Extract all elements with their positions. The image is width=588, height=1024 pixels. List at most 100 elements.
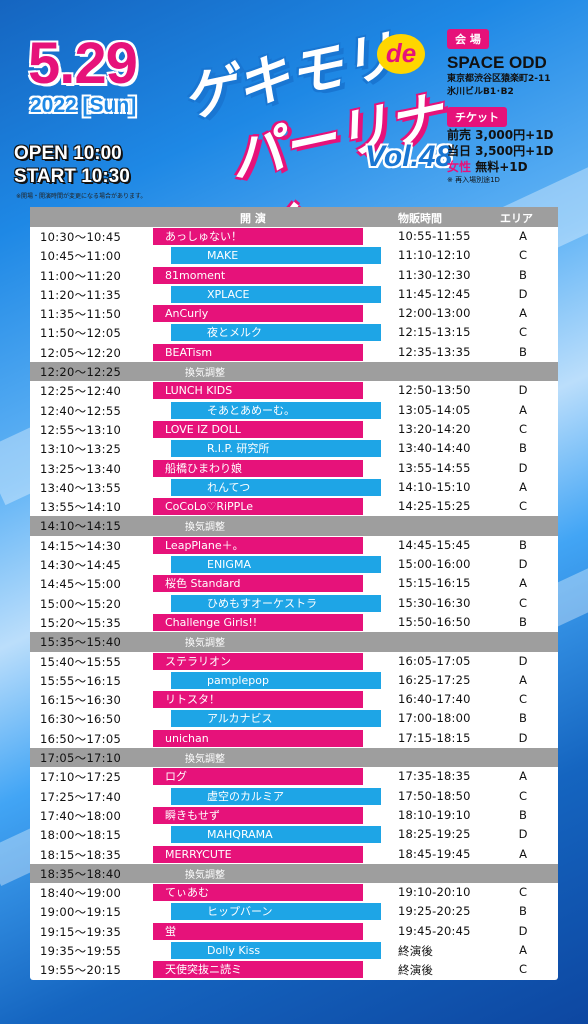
table-row: 12:55～13:10 LOVE IZ DOLL 13:20-14:20 C xyxy=(30,420,558,439)
table-row: 15:20～15:35 Challenge Girls!! 15:50-16:50 B xyxy=(30,613,558,632)
area-letter: A xyxy=(519,846,527,861)
table-row: 19:00～19:15 ヒップバーン 19:25-20:25 B xyxy=(30,902,558,921)
area-letter: C xyxy=(518,962,528,977)
table-row: 10:45～11:00 MAKE 11:10-12:10 C xyxy=(30,246,558,265)
performer-name: 天使突抜ニ読ミ xyxy=(153,961,363,979)
table-row: 15:55～16:15 pamplepop 16:25-17:25 A xyxy=(30,671,558,690)
performer-name: pamplepop xyxy=(171,671,381,689)
table-row: 14:45～15:00 桜色 Standard 15:15-16:15 A xyxy=(30,574,558,593)
row-time: 17:40～18:00 xyxy=(40,808,122,823)
area-letter: D xyxy=(518,460,528,475)
merch-time: 14:25-15:25 xyxy=(398,499,471,514)
merch-time: 16:40-17:40 xyxy=(398,692,471,707)
table-row: 12:40～12:55 そあとあめーむ。 13:05-14:05 A xyxy=(30,401,558,420)
merch-time: 11:10-12:10 xyxy=(398,248,471,263)
performer-name: CoCoLo♡RiPPLe xyxy=(153,498,363,516)
break-row: 14:10～14:15 換気調整 xyxy=(30,516,558,536)
row-time: 19:35～19:55 xyxy=(40,943,122,958)
area-letter: C xyxy=(518,248,528,263)
table-row: 19:35～19:55 Dolly Kiss 終演後 A xyxy=(30,941,558,960)
merch-time: 19:10-20:10 xyxy=(398,885,471,900)
area-letter: D xyxy=(518,923,528,938)
area-letter: A xyxy=(519,672,527,687)
performer-name: Dolly Kiss xyxy=(171,941,381,959)
merch-time: 13:05-14:05 xyxy=(398,402,471,417)
area-letter: B xyxy=(519,807,527,822)
row-time: 18:00～18:15 xyxy=(40,828,122,843)
break-label: 換気調整 xyxy=(185,638,225,650)
break-label: 換気調整 xyxy=(185,754,225,766)
performer-name: ヒップバーン xyxy=(171,903,381,921)
merch-time: 14:10-15:10 xyxy=(398,479,471,494)
performer-name: LOVE IZ DOLL xyxy=(153,420,363,438)
row-time: 15:40～15:55 xyxy=(40,654,122,669)
row-time: 11:50～12:05 xyxy=(40,326,122,341)
row-time: 19:00～19:15 xyxy=(40,905,122,920)
merch-time: 12:15-13:15 xyxy=(398,325,471,340)
door-price: 当日 3,500円+1D xyxy=(447,144,554,158)
area-letter: A xyxy=(519,576,527,591)
table-row: 12:25～12:40 LUNCH KIDS 12:50-13:50 D xyxy=(30,381,558,400)
table-row: 15:00～15:20 ひめもすオーケストラ 15:30-16:30 C xyxy=(30,594,558,613)
performer-name: Challenge Girls!! xyxy=(153,613,363,631)
table-row: 18:00～18:15 MAHQRAMA 18:25-19:25 D xyxy=(30,825,558,844)
row-time: 14:45～15:00 xyxy=(40,577,122,592)
performer-name: AnCurly xyxy=(153,305,363,323)
table-row: 14:15～14:30 LeapPlane＋。 14:45-15:45 B xyxy=(30,536,558,555)
row-time: 19:15～19:35 xyxy=(40,924,122,939)
area-letter: A xyxy=(519,229,527,243)
table-row: 11:50～12:05 夜とメルク 12:15-13:15 C xyxy=(30,323,558,342)
row-time: 10:45～11:00 xyxy=(40,249,122,264)
merch-time: 13:55-14:55 xyxy=(398,460,471,475)
merch-time: 19:45-20:45 xyxy=(398,923,471,938)
row-time: 18:15～18:35 xyxy=(40,847,122,862)
row-time: 15:55～16:15 xyxy=(40,673,122,688)
performer-name: XPLACE xyxy=(171,285,381,303)
venue-address-1: 東京都渋谷区猿楽町2-11 xyxy=(447,74,551,84)
col-merch-time: 物販時間 xyxy=(398,212,442,225)
table-row: 10:30～10:45 あっしゅない！ 10:55-11:55 A xyxy=(30,227,558,246)
row-time: 15:20～15:35 xyxy=(40,615,122,630)
merch-time: 19:25-20:25 xyxy=(398,904,471,919)
women-price: 女性 無料+1D xyxy=(447,159,585,175)
area-letter: B xyxy=(519,267,527,282)
performer-name: あっしゅない！ xyxy=(153,228,363,245)
area-letter: D xyxy=(518,557,528,572)
row-time: 12:55～13:10 xyxy=(40,422,122,437)
merch-time: 12:35-13:35 xyxy=(398,344,471,359)
time-change-note: ※開場・開演時間が変更になる場合があります。 xyxy=(16,193,147,200)
merch-time: 18:45-19:45 xyxy=(398,846,471,861)
area-letter: C xyxy=(518,885,528,900)
ticket-tag: チケット xyxy=(447,107,507,127)
performer-name: 虚空のカルミア xyxy=(171,787,381,805)
performer-name: LeapPlane＋。 xyxy=(153,536,363,554)
row-time: 19:55～20:15 xyxy=(40,963,122,978)
performer-name: れんてつ xyxy=(171,478,381,496)
row-time: 11:20～11:35 xyxy=(40,287,122,302)
merch-time: 16:05-17:05 xyxy=(398,653,471,668)
area-letter: C xyxy=(518,692,528,707)
merch-time: 15:15-16:15 xyxy=(398,576,471,591)
table-row: 17:25～17:40 虚空のカルミア 17:50-18:50 C xyxy=(30,787,558,806)
table-row: 13:40～13:55 れんてつ 14:10-15:10 A xyxy=(30,478,558,497)
performer-name: 夜とメルク xyxy=(171,324,381,342)
performer-name: ログ xyxy=(153,768,363,786)
performer-name: MAHQRAMA xyxy=(171,826,381,844)
merch-time: 終演後 xyxy=(398,943,434,958)
merch-time: 10:55-11:55 xyxy=(398,229,471,243)
performer-name: MERRYCUTE xyxy=(153,845,363,863)
table-row: 13:55～14:10 CoCoLo♡RiPPLe 14:25-15:25 C xyxy=(30,497,558,516)
row-time: 17:25～17:40 xyxy=(40,789,122,804)
row-time: 15:00～15:20 xyxy=(40,596,122,611)
row-time: 12:20～12:25 xyxy=(40,365,122,380)
break-label: 換気調整 xyxy=(185,522,225,534)
venue-name: SPACE ODD xyxy=(447,53,547,72)
table-row: 19:15～19:35 蛍 19:45-20:45 D xyxy=(30,922,558,941)
merch-time: 終演後 xyxy=(398,963,434,978)
row-time: 12:05～12:20 xyxy=(40,345,122,360)
break-label: 換気調整 xyxy=(185,869,225,881)
performer-name: ひめもすオーケストラ xyxy=(171,594,381,612)
merch-time: 13:20-14:20 xyxy=(398,421,471,436)
merch-time: 17:35-18:35 xyxy=(398,769,471,784)
row-time: 18:40～19:00 xyxy=(40,886,122,901)
